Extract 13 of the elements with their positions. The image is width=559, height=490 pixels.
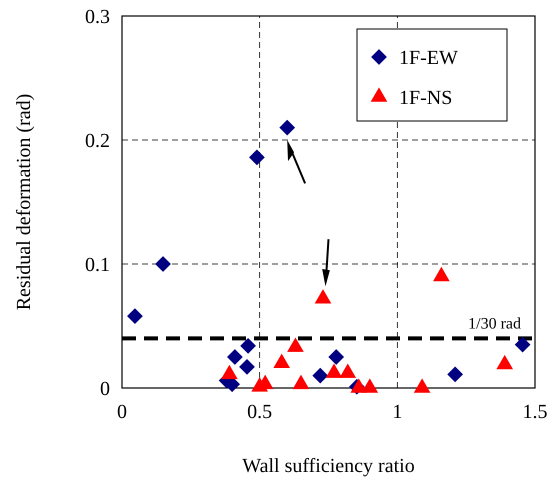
x-tick-label: 0 [117, 401, 127, 423]
x-tick-label: 1.5 [522, 401, 548, 423]
x-tick-label: 0.5 [247, 401, 272, 423]
x-axis-title: Wall sufficiency ratio [242, 455, 415, 477]
y-axis-title: Residual deformation (rad) [13, 94, 35, 310]
y-tick-label: 0.2 [85, 130, 110, 152]
x-tick-label: 1 [392, 401, 402, 423]
ref-line-label: 1/30 rad [468, 315, 521, 332]
legend-label: 1F-NS [399, 87, 452, 109]
y-tick-label: 0 [100, 378, 110, 400]
legend-label: 1F-EW [399, 47, 458, 69]
y-tick-label: 0.3 [85, 6, 110, 28]
y-tick-label: 0.1 [85, 254, 110, 276]
